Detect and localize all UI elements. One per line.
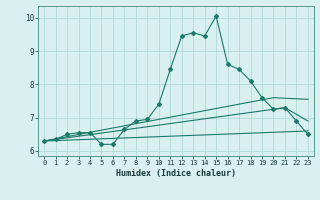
X-axis label: Humidex (Indice chaleur): Humidex (Indice chaleur) — [116, 169, 236, 178]
